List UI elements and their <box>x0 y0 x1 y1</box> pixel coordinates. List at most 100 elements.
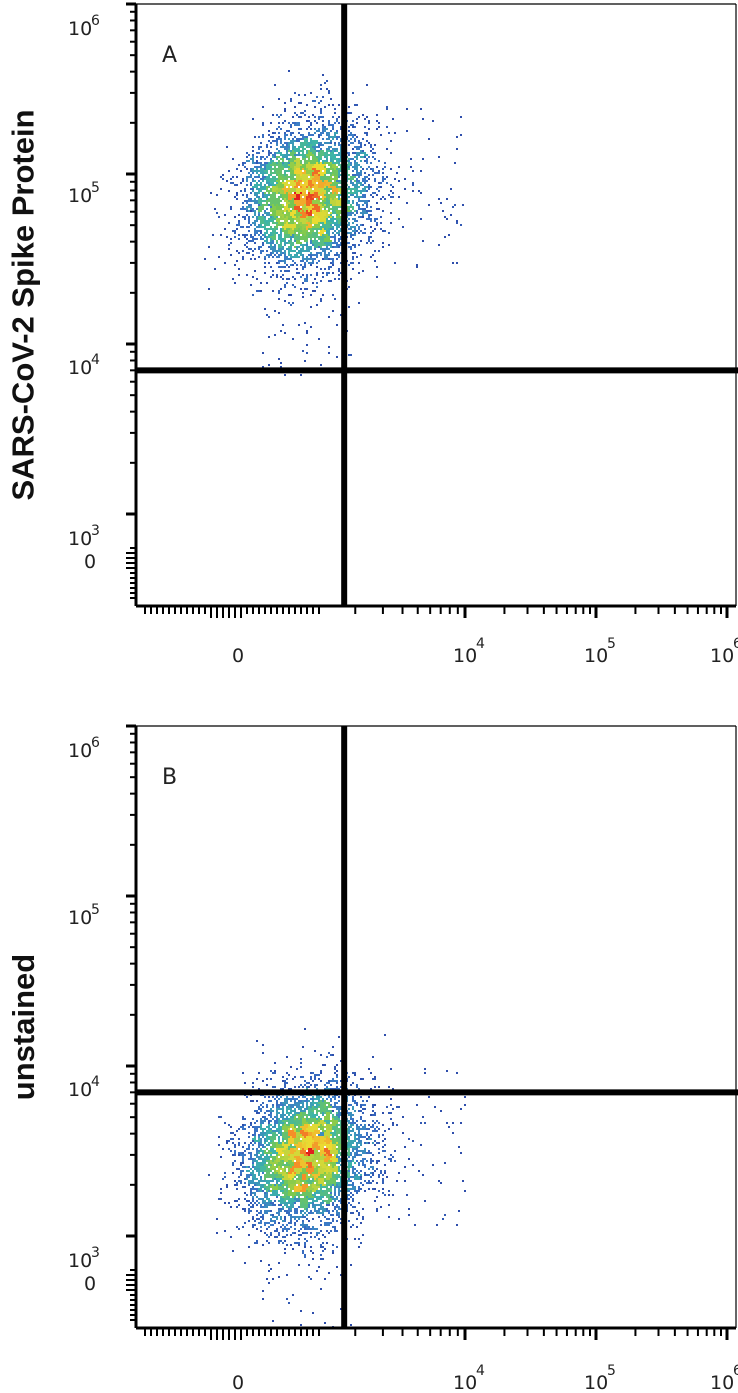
data-point <box>354 230 356 232</box>
data-point <box>334 238 336 240</box>
data-point <box>272 290 274 292</box>
data-point <box>268 166 270 168</box>
data-point <box>258 166 260 168</box>
data-point <box>300 142 302 144</box>
data-point <box>336 118 338 120</box>
data-point <box>238 234 240 236</box>
data-point <box>336 222 338 224</box>
data-point <box>348 206 350 208</box>
data-point <box>278 180 280 182</box>
data-point <box>354 228 356 230</box>
data-point <box>328 222 330 224</box>
data-point <box>322 138 324 140</box>
data-point <box>290 184 292 186</box>
data-point <box>238 274 240 276</box>
data-point <box>384 166 386 168</box>
data-point <box>332 246 334 248</box>
data-point <box>254 180 256 182</box>
data-point <box>278 200 280 202</box>
data-point <box>298 198 300 200</box>
data-point <box>320 168 322 170</box>
data-point <box>340 238 342 240</box>
data-point <box>292 144 294 146</box>
data-point <box>294 162 296 164</box>
data-point <box>322 172 324 174</box>
data-point <box>328 234 330 236</box>
data-point <box>312 140 314 142</box>
data-point <box>282 122 284 124</box>
data-point <box>278 184 280 186</box>
data-point <box>332 216 334 218</box>
data-point <box>268 140 270 142</box>
data-point <box>304 156 306 158</box>
data-point <box>286 190 288 192</box>
data-point <box>340 128 342 130</box>
data-point <box>252 118 254 120</box>
data-point <box>316 266 318 268</box>
data-point <box>310 306 312 308</box>
data-point <box>276 180 278 182</box>
data-point <box>280 224 282 226</box>
data-point <box>284 108 286 110</box>
data-point <box>338 206 340 208</box>
data-point <box>334 194 336 196</box>
data-point <box>340 228 342 230</box>
data-point <box>290 258 292 260</box>
data-point <box>290 220 292 222</box>
data-point <box>352 202 354 204</box>
data-point <box>236 168 238 170</box>
data-point <box>318 160 320 162</box>
data-point <box>256 200 258 202</box>
data-point <box>284 228 286 230</box>
data-point <box>330 262 332 264</box>
data-point <box>294 198 296 200</box>
data-point <box>316 146 318 148</box>
data-point <box>296 168 298 170</box>
data-point <box>276 202 278 204</box>
data-point <box>284 260 286 262</box>
data-point <box>310 228 312 230</box>
data-point <box>294 212 296 214</box>
data-point <box>376 128 378 130</box>
data-point <box>326 254 328 256</box>
data-point <box>330 258 332 260</box>
data-point <box>366 158 368 160</box>
data-point <box>282 188 284 190</box>
data-point <box>320 166 322 168</box>
data-point <box>270 194 272 196</box>
data-point <box>340 144 342 146</box>
data-point <box>312 178 314 180</box>
data-point <box>404 188 406 190</box>
data-point <box>330 98 332 100</box>
data-point <box>322 224 324 226</box>
data-point <box>296 234 298 236</box>
data-point <box>326 206 328 208</box>
data-point <box>272 172 274 174</box>
data-point <box>278 132 280 134</box>
data-point <box>266 224 268 226</box>
data-point <box>320 174 322 176</box>
data-point <box>306 258 308 260</box>
data-point <box>256 182 258 184</box>
data-point <box>360 184 362 186</box>
data-point <box>374 192 376 194</box>
data-point <box>308 164 310 166</box>
data-point <box>320 162 322 164</box>
data-point <box>312 262 314 264</box>
data-point <box>268 174 270 176</box>
data-point <box>354 174 356 176</box>
data-point <box>268 234 270 236</box>
data-point <box>350 182 352 184</box>
data-point <box>250 200 252 202</box>
data-point <box>276 222 278 224</box>
data-point <box>272 242 274 244</box>
data-point <box>250 168 252 170</box>
data-point <box>268 134 270 136</box>
data-point <box>260 162 262 164</box>
data-point <box>320 220 322 222</box>
data-point <box>294 184 296 186</box>
data-point <box>360 156 362 158</box>
data-point <box>326 138 328 140</box>
data-point <box>306 166 308 168</box>
data-point <box>332 222 334 224</box>
